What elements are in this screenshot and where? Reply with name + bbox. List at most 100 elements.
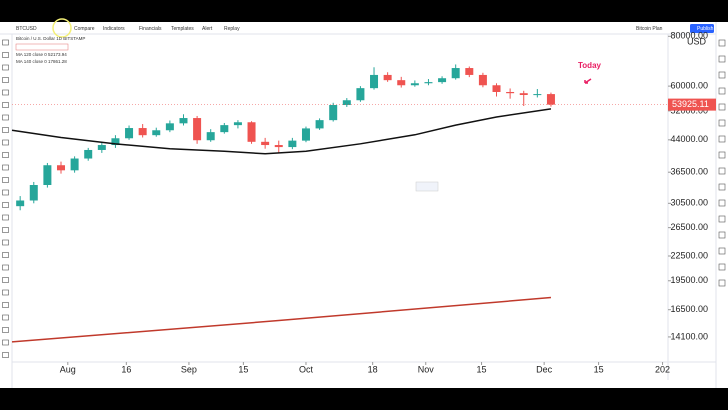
toolbar-item[interactable]: Publish <box>697 26 714 32</box>
app-window <box>0 22 728 388</box>
side-icon[interactable] <box>718 87 726 95</box>
tool-icon[interactable] <box>2 339 9 346</box>
x-tick-label: 16 <box>121 364 131 374</box>
tool-icon[interactable] <box>2 152 9 158</box>
tool-icon[interactable] <box>2 327 9 333</box>
candle-body <box>356 88 365 101</box>
candle-body <box>193 118 202 141</box>
tool-icon[interactable] <box>2 139 9 146</box>
candle-body <box>97 145 106 150</box>
toolbar-item[interactable]: Financials <box>139 26 162 32</box>
tool-icon[interactable] <box>2 314 9 321</box>
candle-body <box>29 184 38 201</box>
side-icon[interactable] <box>718 263 726 271</box>
candle-body <box>56 165 65 171</box>
toolbar-item[interactable]: Indicators <box>103 26 125 32</box>
x-tick-label: 202 <box>655 364 670 374</box>
candle-body <box>179 118 188 124</box>
candle-body <box>111 138 120 146</box>
moving-average <box>11 108 552 155</box>
candle-body <box>492 85 501 92</box>
y-tick-label: 16500.00 <box>670 304 708 314</box>
arrow <box>584 78 592 84</box>
side-icon[interactable] <box>718 199 726 207</box>
candle-body <box>370 74 379 89</box>
toolbar-item[interactable]: Replay <box>224 26 240 32</box>
tool-icon[interactable] <box>2 164 9 171</box>
tool-icon[interactable] <box>2 239 9 246</box>
toolbar-item[interactable]: Compare <box>74 26 95 32</box>
candle-body <box>261 141 270 146</box>
side-icon[interactable] <box>718 231 726 239</box>
candle-body <box>288 140 297 148</box>
tool-icon[interactable] <box>2 302 9 308</box>
y-tick-label: 19500.00 <box>670 275 708 285</box>
tool-icon[interactable] <box>2 127 9 133</box>
toolbar-item[interactable]: BTCUSD <box>16 26 37 32</box>
tool-icon[interactable] <box>2 64 9 71</box>
side-icon[interactable] <box>718 103 726 111</box>
publish-button[interactable] <box>690 24 714 33</box>
toolbar-item[interactable]: Alert <box>202 26 213 32</box>
candle-body <box>165 123 174 131</box>
tool-icon[interactable] <box>2 289 9 296</box>
x-tick-label: Dec <box>536 364 553 374</box>
side-icon[interactable] <box>718 183 726 191</box>
y-tick-label: 60000.00 <box>670 80 708 90</box>
candle-body <box>506 91 515 94</box>
tool-icon[interactable] <box>2 202 9 208</box>
candle-body <box>519 93 528 96</box>
side-icon[interactable] <box>718 279 726 287</box>
x-tick-label: 15 <box>594 364 604 374</box>
chart-button[interactable] <box>415 181 439 192</box>
candle-body <box>342 100 351 106</box>
legend-box <box>15 43 69 51</box>
legend-text: MA 120 close 0 52173.94 <box>16 52 67 57</box>
tool-icon[interactable] <box>2 264 9 271</box>
tool-icon[interactable] <box>2 352 9 358</box>
candle-body <box>410 83 419 86</box>
tool-icon[interactable] <box>2 77 9 83</box>
side-icon[interactable] <box>718 55 726 63</box>
tool-icon[interactable] <box>2 177 9 183</box>
x-tick-label: 15 <box>477 364 487 374</box>
side-icon[interactable] <box>718 71 726 79</box>
candle-body <box>16 200 25 207</box>
annotation: Today <box>578 61 602 70</box>
tool-icon[interactable] <box>2 277 9 283</box>
tool-icon[interactable] <box>2 189 9 196</box>
y-tick-label: 22500.00 <box>670 250 708 260</box>
y-tick-label: 36500.00 <box>670 167 708 177</box>
candle-body <box>438 78 447 83</box>
side-icon[interactable] <box>718 135 726 143</box>
side-icon[interactable] <box>718 167 726 175</box>
candle-body <box>70 158 79 171</box>
tool-icon[interactable] <box>2 214 9 221</box>
tool-icon[interactable] <box>2 227 9 233</box>
tool-icon[interactable] <box>2 39 9 46</box>
side-icon[interactable] <box>718 151 726 159</box>
candle-body <box>138 128 147 136</box>
tool-icon[interactable] <box>2 89 9 96</box>
y-tick-label: 80000.00 <box>670 31 708 41</box>
side-icon[interactable] <box>718 39 726 47</box>
tool-icon[interactable] <box>2 102 9 108</box>
tool-icon[interactable] <box>2 114 9 121</box>
side-icon[interactable] <box>718 247 726 255</box>
price-label: 53925.11 <box>672 99 709 109</box>
tool-icon[interactable] <box>2 52 9 58</box>
candle-body <box>533 94 542 96</box>
candle-body <box>152 130 161 136</box>
side-icon[interactable] <box>718 215 726 223</box>
candle-body <box>125 128 134 139</box>
candle-body <box>383 74 392 81</box>
toolbar-item[interactable]: Templates <box>171 26 194 32</box>
y-tick-label: 30500.00 <box>670 198 708 208</box>
x-tick-label: Nov <box>418 364 435 374</box>
tool-icon[interactable] <box>2 252 9 258</box>
candle-body <box>233 122 242 126</box>
side-icon[interactable] <box>718 119 726 127</box>
candle-body <box>329 105 338 121</box>
toolbar-item[interactable]: Bitcoin Plan <box>636 26 663 32</box>
